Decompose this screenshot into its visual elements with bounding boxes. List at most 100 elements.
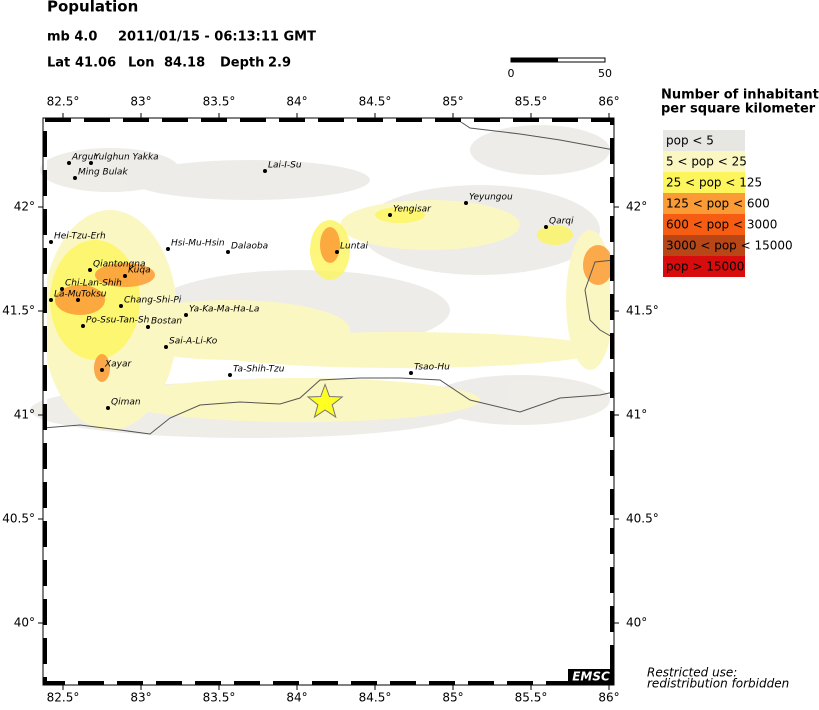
place-dot — [76, 298, 80, 302]
lat-label: Lat — [47, 56, 70, 71]
legend-label: 5 < pop < 25 — [666, 155, 747, 169]
place-dot — [409, 371, 413, 375]
depth-label: Depth — [220, 56, 264, 71]
x-tick-label: 84.5° — [359, 691, 392, 705]
x-tick-label: 84° — [286, 95, 307, 109]
y-tick-label: 42° — [14, 200, 35, 214]
x-tick-label: 85.5° — [515, 691, 548, 705]
y-tick-label: 40.5° — [2, 512, 35, 526]
magnitude: mb 4.0 — [47, 30, 97, 45]
place-label: Chang-Shi-Pi — [124, 296, 182, 306]
place-label: La-Mu — [54, 290, 82, 300]
brand: EMSC — [572, 670, 610, 684]
scale-label: 0 — [508, 67, 515, 80]
legend-swatch — [663, 172, 745, 193]
legend-label: 3000 < pop < 15000 — [666, 239, 793, 253]
lon-value: 84.18 — [164, 56, 205, 71]
legend-label: 25 < pop < 125 — [666, 176, 762, 190]
place-label: Xayar — [104, 360, 133, 370]
place-label: Argur — [71, 153, 98, 163]
place-dot — [228, 373, 232, 377]
place-dot — [464, 201, 468, 205]
x-tick-label: 83.5° — [203, 95, 236, 109]
place-label: Tsao-Hu — [414, 363, 450, 373]
y-tick-label: 41° — [626, 408, 647, 422]
x-tick-label: 84.5° — [359, 95, 392, 109]
place-label: Ya-Ka-Ma-Ha-La — [189, 305, 259, 315]
legend-swatch — [663, 130, 745, 151]
x-tick-label: 86° — [598, 95, 619, 109]
place-label: Yeyungou — [469, 193, 513, 203]
epicenter — [306, 383, 344, 419]
place-label: Hei-Tzu-Erh — [54, 232, 106, 242]
place-label: Ming Bulak — [78, 168, 128, 178]
legend-swatch — [663, 214, 745, 235]
place-dot — [226, 250, 230, 254]
x-tick-label: 85.5° — [515, 95, 548, 109]
place-dot — [123, 274, 127, 278]
x-tick-label: 83.5° — [203, 691, 236, 705]
notice: Restricted use: — [647, 666, 737, 680]
legend-label: pop < 5 — [666, 134, 714, 148]
y-tick-label: 42° — [626, 200, 647, 214]
x-tick-label: 82.5° — [47, 691, 80, 705]
place-dot — [73, 176, 77, 180]
place-label: Kuqa — [128, 266, 151, 276]
legend-label: pop > 15000 — [666, 260, 744, 274]
place-dot — [49, 298, 53, 302]
place-dot — [335, 250, 339, 254]
y-tick-label: 40.5° — [626, 512, 659, 526]
place-label: Chi-Lan-Shih — [65, 279, 122, 289]
lat-value: 41.06 — [75, 56, 116, 71]
place-label: Toksu — [81, 290, 107, 300]
legend-title: Number of inhabitants — [661, 88, 819, 103]
legend-swatch — [663, 235, 745, 256]
x-tick-label: 82.5° — [47, 95, 80, 109]
legend-swatch — [663, 193, 745, 214]
place-label: Luntai — [340, 242, 368, 252]
y-tick-label: 41° — [14, 408, 35, 422]
place-dot — [49, 240, 53, 244]
place-label: Qiman — [111, 398, 141, 408]
scale-bar: 0 50 — [508, 57, 612, 80]
place-label: Hsi-Mu-Hsin — [171, 239, 225, 249]
place-dot — [263, 169, 267, 173]
place-label: Dalaoba — [231, 242, 268, 252]
place-label: Qiantongna — [93, 260, 145, 270]
place-dot — [146, 325, 150, 329]
place-dot — [81, 324, 85, 328]
place-label: Bostan — [151, 317, 182, 327]
place-dot — [184, 313, 188, 317]
y-tick-label: 40° — [14, 616, 35, 630]
datetime: 2011/01/15 - 06:13:11 GMT — [118, 30, 316, 45]
place-dot — [60, 287, 64, 291]
place-dot — [166, 247, 170, 251]
place-dot — [388, 213, 392, 217]
place-dot — [100, 368, 104, 372]
place-label: Yulghun Yakka — [94, 153, 159, 163]
y-tick-label: 41.5° — [626, 304, 659, 318]
place-dot — [119, 304, 123, 308]
depth-value: 2.9 — [268, 56, 291, 71]
x-tick-label: 86° — [598, 691, 619, 705]
place-label: Lai-I-Su — [268, 161, 302, 171]
legend-label: 600 < pop < 3000 — [666, 218, 777, 232]
legend-label: 125 < pop < 600 — [666, 197, 770, 211]
legend-swatch — [663, 256, 745, 277]
brand-box — [568, 669, 614, 685]
x-tick-label: 85° — [442, 691, 463, 705]
place-dot — [106, 406, 110, 410]
place-dot — [164, 345, 168, 349]
place-label: Qarqi — [549, 217, 574, 227]
place-label: Sai-A-Li-Ko — [169, 337, 218, 347]
lon-label: Lon — [128, 56, 154, 71]
legend-swatch — [663, 151, 745, 172]
place-dot — [89, 161, 93, 165]
y-tick-label: 41.5° — [2, 304, 35, 318]
legend: Number of inhabitants per square kilomet… — [661, 88, 819, 277]
title: Population — [47, 0, 138, 16]
place-label: Po-Ssu-Tan-Sh — [86, 316, 150, 326]
x-tick-label: 84° — [286, 691, 307, 705]
